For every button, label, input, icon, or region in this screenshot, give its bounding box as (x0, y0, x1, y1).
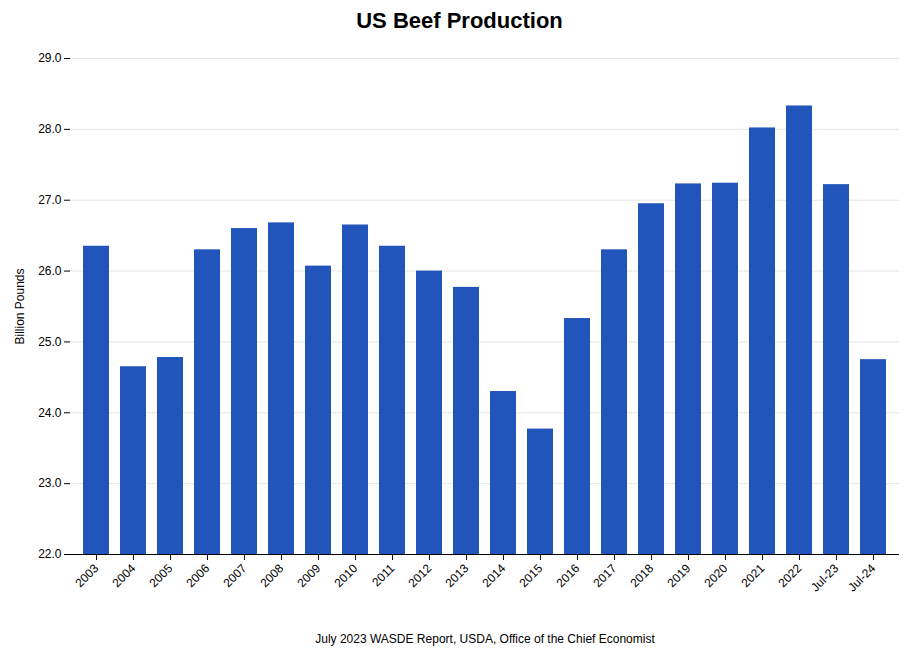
svg-text:Jul-23: Jul-23 (808, 561, 841, 594)
svg-text:2015: 2015 (517, 561, 546, 590)
svg-text:2016: 2016 (554, 561, 583, 590)
svg-text:2012: 2012 (406, 561, 435, 590)
svg-text:2009: 2009 (295, 561, 324, 590)
svg-text:2014: 2014 (480, 561, 509, 590)
svg-text:2019: 2019 (665, 561, 694, 590)
svg-text:2008: 2008 (258, 561, 287, 590)
svg-text:29.0: 29.0 (38, 51, 62, 65)
svg-text:2004: 2004 (110, 561, 139, 590)
svg-text:26.0: 26.0 (38, 264, 62, 278)
svg-text:24.0: 24.0 (38, 406, 62, 420)
svg-text:2013: 2013 (443, 561, 472, 590)
svg-text:28.0: 28.0 (38, 122, 62, 136)
svg-text:July 2023 WASDE Report, USDA,: July 2023 WASDE Report, USDA, Office of … (315, 632, 655, 646)
svg-text:2003: 2003 (73, 561, 102, 590)
svg-text:Billion Pounds: Billion Pounds (13, 268, 27, 344)
html-text:US Beef Production: US Beef Production (356, 8, 563, 33)
svg-text:2010: 2010 (332, 561, 361, 590)
svg-text:Jul-24: Jul-24 (845, 561, 878, 594)
svg-text:23.0: 23.0 (38, 476, 62, 490)
svg-text:2005: 2005 (147, 561, 176, 590)
svg-text:2021: 2021 (739, 561, 768, 590)
svg-text:2007: 2007 (221, 561, 250, 590)
svg-text:2011: 2011 (369, 561, 397, 589)
svg-text:2020: 2020 (702, 561, 731, 590)
svg-text:22.0: 22.0 (38, 547, 62, 561)
svg-text:27.0: 27.0 (38, 193, 62, 207)
svg-text:25.0: 25.0 (38, 335, 62, 349)
svg-text:2018: 2018 (628, 561, 657, 590)
svg-text:2006: 2006 (184, 561, 213, 590)
svg-text:2022: 2022 (776, 561, 805, 590)
svg-text:2017: 2017 (591, 561, 620, 590)
